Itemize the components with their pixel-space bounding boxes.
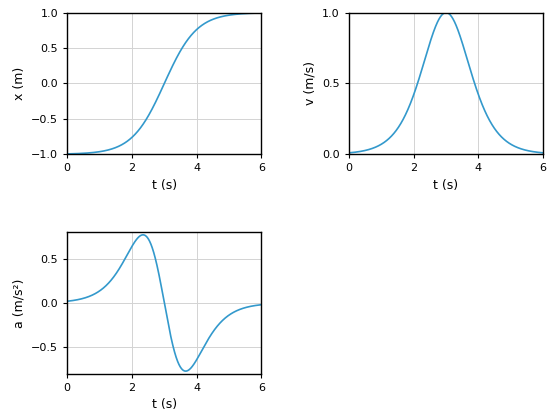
X-axis label: t (s): t (s) <box>433 179 459 192</box>
Y-axis label: x (m): x (m) <box>13 67 26 100</box>
Y-axis label: a (m/s²): a (m/s²) <box>13 278 26 328</box>
X-axis label: t (s): t (s) <box>152 179 177 192</box>
X-axis label: t (s): t (s) <box>152 399 177 411</box>
Y-axis label: v (m/s): v (m/s) <box>304 61 317 105</box>
